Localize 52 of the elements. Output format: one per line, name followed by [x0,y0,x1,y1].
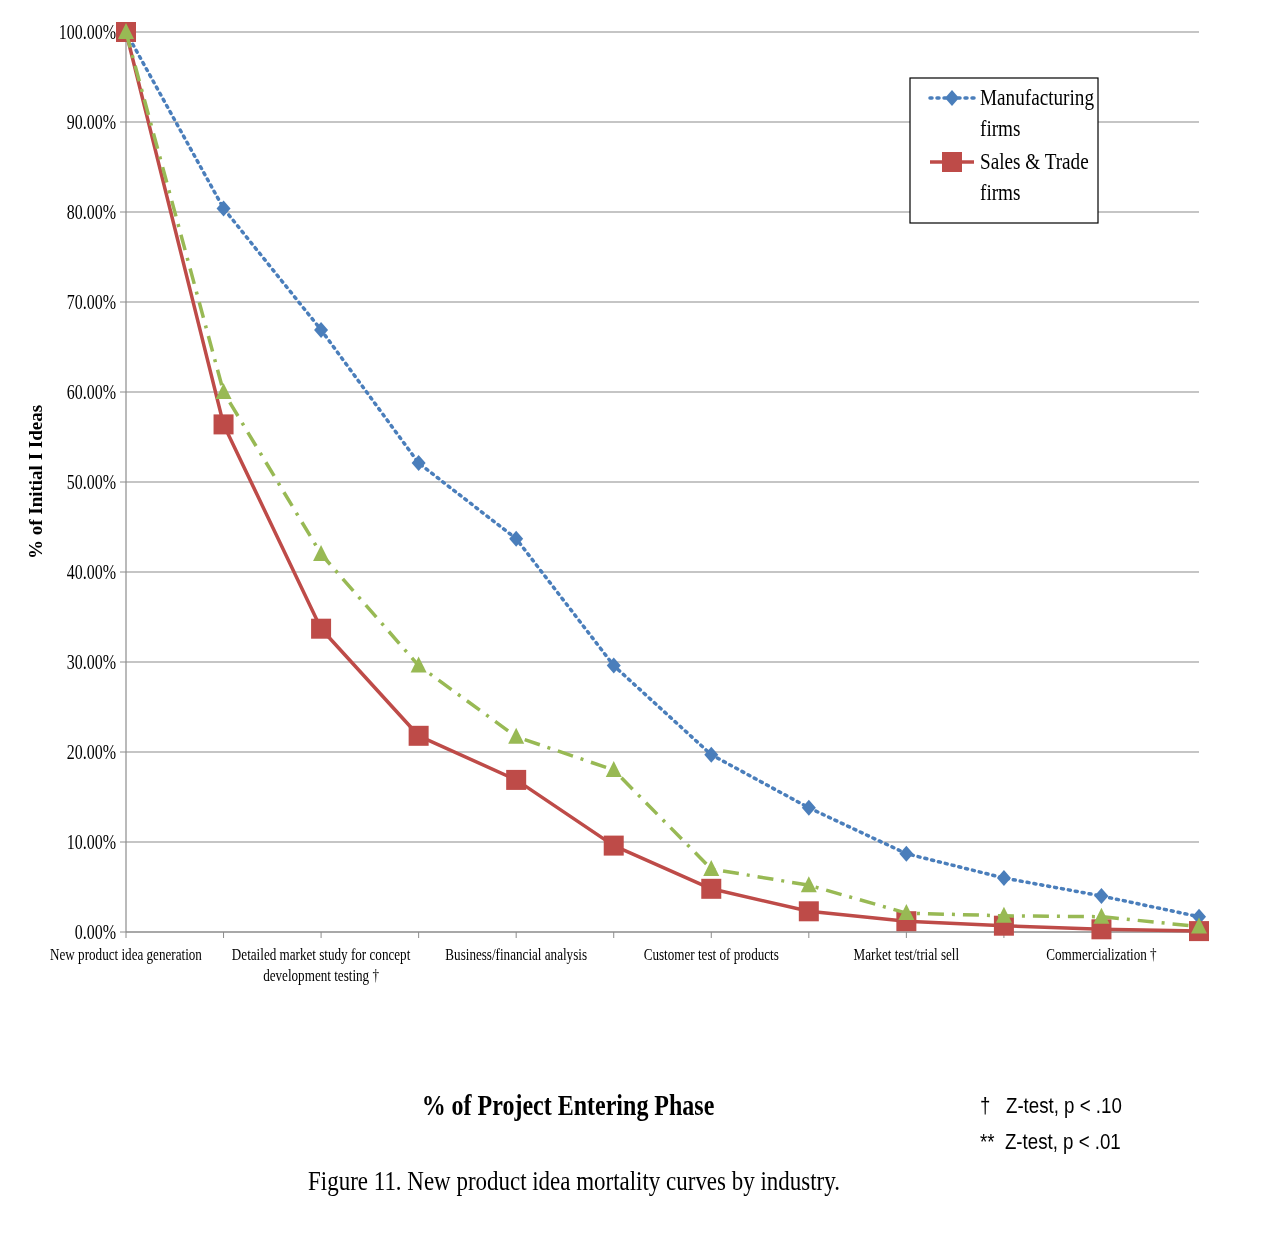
y-tick-label: 10.00% [66,831,116,854]
caption: Figure 11. New product idea mortality curves by industry. [308,1164,840,1197]
y-tick-label: 70.00% [66,291,116,314]
y-tick-label: 30.00% [66,651,116,674]
point [1191,917,1207,934]
y-tick-label: 20.00% [66,741,116,764]
y-axis-title: % of Initial I Ideas [25,404,46,560]
x-tick-label: Business/financial analysis [445,945,588,964]
point [701,878,722,899]
y-tick-label: 80.00% [66,201,116,224]
legend-label: Sales & Trade firms [980,148,1089,206]
point [899,845,914,862]
point [411,455,426,472]
point [216,200,231,217]
point [506,769,527,790]
point [313,545,330,561]
x-tick-label: Market test/trial sell [853,945,960,964]
point [798,901,819,922]
y-tick-label: 50.00% [66,471,116,494]
y-tick-label: 40.00% [66,561,116,584]
point [410,656,427,673]
point [1094,888,1109,904]
x-axis-title: % of Project Entering Phase [421,1088,715,1122]
y-tick-label: 90.00% [66,111,116,134]
point [704,746,719,763]
point [703,860,720,876]
point [408,725,429,746]
point [311,618,332,639]
point [606,657,621,674]
x-tick-label: Customer test of products [643,945,780,964]
point [508,727,525,744]
point [1093,907,1110,924]
y-tick-label: 60.00% [66,381,116,404]
point [213,414,234,435]
x-tick-label: Detailed market study for concept development testing † [231,945,411,985]
point [314,321,329,338]
point [898,904,915,921]
y-tick-label: 0.00% [74,921,116,944]
y-tick-label: 100.00% [58,21,116,44]
point [603,835,624,856]
point [605,761,622,777]
point [801,799,816,816]
point [215,383,232,399]
legend-label: Manufacturing firms [980,84,1095,142]
x-tick-label: New product idea generation [50,945,203,964]
x-tick-label: Commercialization † [1046,945,1157,964]
point [996,870,1011,886]
point [800,876,817,893]
text: † Z-test, p < .10 [980,1093,1122,1118]
text: ** Z-test, p < .01 [980,1129,1121,1154]
point [995,906,1012,923]
point [509,530,524,547]
